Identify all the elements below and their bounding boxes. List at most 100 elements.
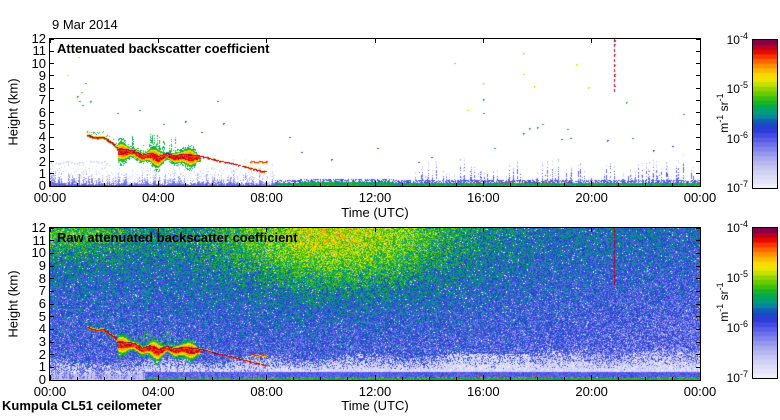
x-tick-label: 20:00 <box>575 190 608 205</box>
y-tick-right <box>696 354 700 356</box>
x-tick-label: 08:00 <box>250 190 283 205</box>
x-minor-tick <box>212 377 213 380</box>
top-x-axis-label: Time (UTC) <box>341 205 409 220</box>
colorbar-unit-label: m-1 sr-1 <box>715 93 731 133</box>
y-tick <box>50 161 54 162</box>
y-tick-right <box>696 38 700 40</box>
y-tick-label: 2 <box>38 346 46 362</box>
y-tick-right <box>696 328 700 330</box>
y-tick <box>50 63 54 64</box>
x-minor-tick <box>428 377 430 380</box>
y-tick-right <box>696 112 700 113</box>
x-minor-tick <box>672 377 674 380</box>
x-major-tick <box>482 181 484 186</box>
y-tick-right <box>696 50 700 52</box>
x-major-tick <box>374 181 376 186</box>
attenuated-backscatter-heatmap <box>50 39 700 186</box>
y-tick-label: 1 <box>38 359 46 375</box>
y-tick-label: 3 <box>38 334 46 349</box>
x-major-tick-top <box>266 228 268 232</box>
x-minor-tick <box>509 183 511 186</box>
date-label: 9 Mar 2014 <box>52 17 118 32</box>
x-major-tick-top <box>157 39 159 43</box>
x-major-tick-top <box>374 228 376 232</box>
x-major-tick <box>699 181 701 186</box>
top-colorbar <box>752 39 778 189</box>
y-tick-label: 8 <box>38 80 46 95</box>
x-major-tick <box>591 181 593 186</box>
y-tick-label: 6 <box>38 104 46 120</box>
x-minor-tick <box>537 377 538 380</box>
y-tick-right <box>696 75 700 77</box>
y-tick <box>50 328 54 330</box>
y-tick <box>50 50 54 52</box>
y-tick <box>50 354 54 356</box>
x-minor-tick <box>401 377 403 380</box>
colorbar-unit-label: m-1 sr-1 <box>715 282 731 322</box>
x-minor-tick <box>293 183 295 186</box>
x-minor-tick <box>103 183 105 186</box>
y-tick-label: 0 <box>38 178 46 193</box>
x-major-tick-top <box>591 228 593 232</box>
top-colorbar-gradient <box>753 40 777 188</box>
y-tick-right <box>696 185 700 187</box>
x-minor-tick <box>184 377 186 380</box>
y-tick-label: 11 <box>32 232 47 248</box>
x-minor-tick <box>320 183 322 186</box>
x-tick-label: 00:00 <box>33 190 67 205</box>
x-minor-tick <box>645 183 647 186</box>
x-minor-tick <box>509 377 511 380</box>
x-major-tick <box>157 181 159 186</box>
attenuated-panel-title: Attenuated backscatter coefficient <box>57 41 270 56</box>
y-tick <box>50 185 54 187</box>
colorbar-tick-label: 10-4 <box>726 219 748 235</box>
y-tick-right <box>696 379 700 381</box>
colorbar-tick-label: 10-5 <box>726 269 748 285</box>
bottom-colorbar <box>752 227 778 379</box>
y-tick <box>50 148 54 150</box>
y-tick <box>50 124 54 126</box>
y-tick-label: 5 <box>38 116 46 132</box>
x-minor-tick <box>455 377 457 380</box>
y-tick-label: 4 <box>38 129 46 144</box>
x-minor-tick <box>130 377 132 380</box>
x-minor-tick <box>645 377 647 380</box>
y-tick-right <box>696 136 700 138</box>
y-tick <box>50 366 54 368</box>
y-tick-label: 3 <box>38 141 46 157</box>
y-tick-label: 4 <box>38 321 46 337</box>
y-tick <box>50 278 54 280</box>
x-major-tick-top <box>591 39 593 43</box>
x-minor-tick <box>293 377 295 380</box>
x-major-tick-top <box>699 228 701 232</box>
x-minor-tick <box>103 377 105 380</box>
x-minor-tick <box>401 183 403 186</box>
x-minor-tick <box>618 183 620 186</box>
x-minor-tick <box>618 377 620 380</box>
y-tick-right <box>696 161 700 162</box>
x-minor-tick <box>537 183 538 186</box>
y-tick-right <box>696 290 700 292</box>
x-major-tick <box>591 375 593 380</box>
y-tick-label: 6 <box>38 296 46 311</box>
x-major-tick <box>482 375 484 380</box>
x-minor-tick <box>76 183 78 186</box>
x-minor-tick <box>564 183 566 186</box>
y-tick-label: 10 <box>31 55 46 71</box>
y-tick <box>50 87 54 89</box>
y-tick-right <box>696 173 700 175</box>
y-tick <box>50 112 54 113</box>
x-tick-label: 00:00 <box>683 384 717 399</box>
y-tick-right <box>696 316 700 318</box>
y-tick-label: 9 <box>38 258 46 273</box>
x-minor-tick <box>76 377 78 380</box>
y-tick <box>50 227 54 229</box>
x-major-tick-top <box>482 39 484 43</box>
y-tick <box>50 290 54 292</box>
y-tick-label: 12 <box>31 220 46 235</box>
x-major-tick <box>157 375 159 380</box>
x-major-tick-top <box>266 39 268 43</box>
attenuated-backscatter-panel: Attenuated backscatter coefficient <box>49 38 701 187</box>
x-major-tick <box>699 375 701 380</box>
